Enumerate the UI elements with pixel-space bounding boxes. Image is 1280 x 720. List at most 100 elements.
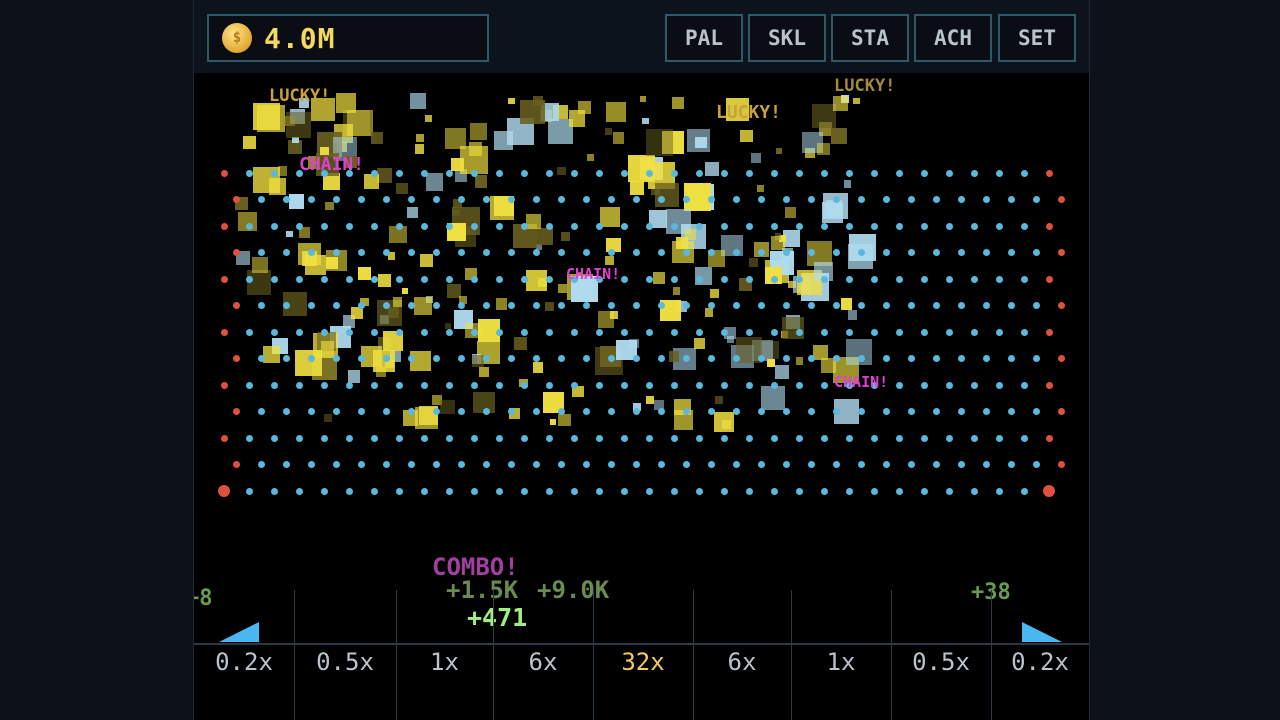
peg (557, 355, 565, 362)
peg (407, 249, 415, 256)
particle (333, 137, 358, 162)
peg (582, 196, 590, 203)
particle (606, 102, 626, 122)
particle (361, 346, 382, 367)
particle (406, 206, 419, 218)
peg (995, 434, 1003, 442)
particle (251, 256, 268, 273)
peg (882, 355, 890, 362)
peg (645, 275, 653, 283)
peg (682, 196, 690, 203)
particle (672, 97, 684, 109)
peg (495, 381, 503, 389)
peg (470, 275, 478, 283)
peg (895, 487, 903, 495)
peg (670, 222, 678, 230)
peg (1032, 196, 1040, 203)
peg (595, 434, 603, 442)
bin-3: 6x (528, 648, 558, 676)
lucky-text: LUCKY! (716, 102, 782, 123)
ach-button[interactable]: ACH (914, 14, 992, 62)
peg (445, 381, 453, 389)
peg (370, 222, 378, 230)
particle (820, 357, 836, 373)
peg (1032, 302, 1040, 309)
peg (395, 328, 403, 336)
peg (620, 222, 628, 230)
peg (1032, 461, 1040, 468)
peg (470, 328, 478, 336)
particle (320, 146, 329, 156)
peg (282, 461, 290, 468)
peg (395, 487, 403, 495)
particle (325, 256, 338, 269)
skl-button[interactable]: SKL (748, 14, 826, 62)
peg (520, 328, 528, 336)
pal-button[interactable]: PAL (665, 14, 743, 62)
peg (1007, 355, 1015, 362)
sta-button[interactable]: STA (831, 14, 909, 62)
peg (907, 302, 915, 309)
peg (957, 249, 965, 256)
particle (493, 130, 513, 150)
peg (557, 408, 565, 415)
peg (882, 302, 890, 309)
peg (1032, 249, 1040, 256)
peg (457, 408, 465, 415)
peg (807, 302, 815, 309)
particle (288, 193, 305, 210)
peg (482, 196, 490, 203)
peg (957, 196, 965, 203)
peg (907, 461, 915, 468)
peg (982, 196, 990, 203)
peg (832, 355, 840, 362)
peg (570, 275, 578, 283)
payout-text: +8 (194, 586, 213, 611)
particle (351, 307, 364, 319)
peg (845, 169, 853, 177)
particle (605, 256, 614, 265)
combo-text: COMBO! (432, 553, 519, 581)
particle (740, 129, 753, 143)
plinko-board[interactable] (194, 73, 1089, 720)
peg (218, 485, 230, 497)
particle (444, 127, 466, 149)
peg (995, 381, 1003, 389)
peg (420, 222, 428, 230)
peg (532, 355, 540, 362)
peg (970, 487, 978, 495)
particle (358, 267, 371, 281)
particle (558, 284, 568, 294)
peg (720, 487, 728, 495)
peg (332, 249, 340, 256)
particle (292, 137, 299, 144)
peg (232, 249, 240, 256)
peg (445, 275, 453, 283)
peg (1007, 461, 1015, 468)
peg (957, 461, 965, 468)
peg (670, 487, 678, 495)
peg (270, 487, 278, 495)
peg (1043, 485, 1055, 497)
peg (332, 302, 340, 309)
peg (495, 487, 503, 495)
particle (776, 148, 783, 155)
peg (382, 196, 390, 203)
particle (757, 185, 764, 192)
peg (395, 169, 403, 177)
particle (311, 98, 335, 122)
particle (322, 173, 341, 191)
peg (1045, 169, 1053, 177)
peg (1007, 196, 1015, 203)
peg (870, 275, 878, 283)
peg (970, 381, 978, 389)
peg (282, 355, 290, 362)
set-button[interactable]: SET (998, 14, 1076, 62)
peg (595, 222, 603, 230)
peg (932, 249, 940, 256)
particle (401, 288, 408, 295)
peg (995, 487, 1003, 495)
peg (670, 275, 678, 283)
peg (770, 222, 778, 230)
peg (670, 169, 678, 177)
